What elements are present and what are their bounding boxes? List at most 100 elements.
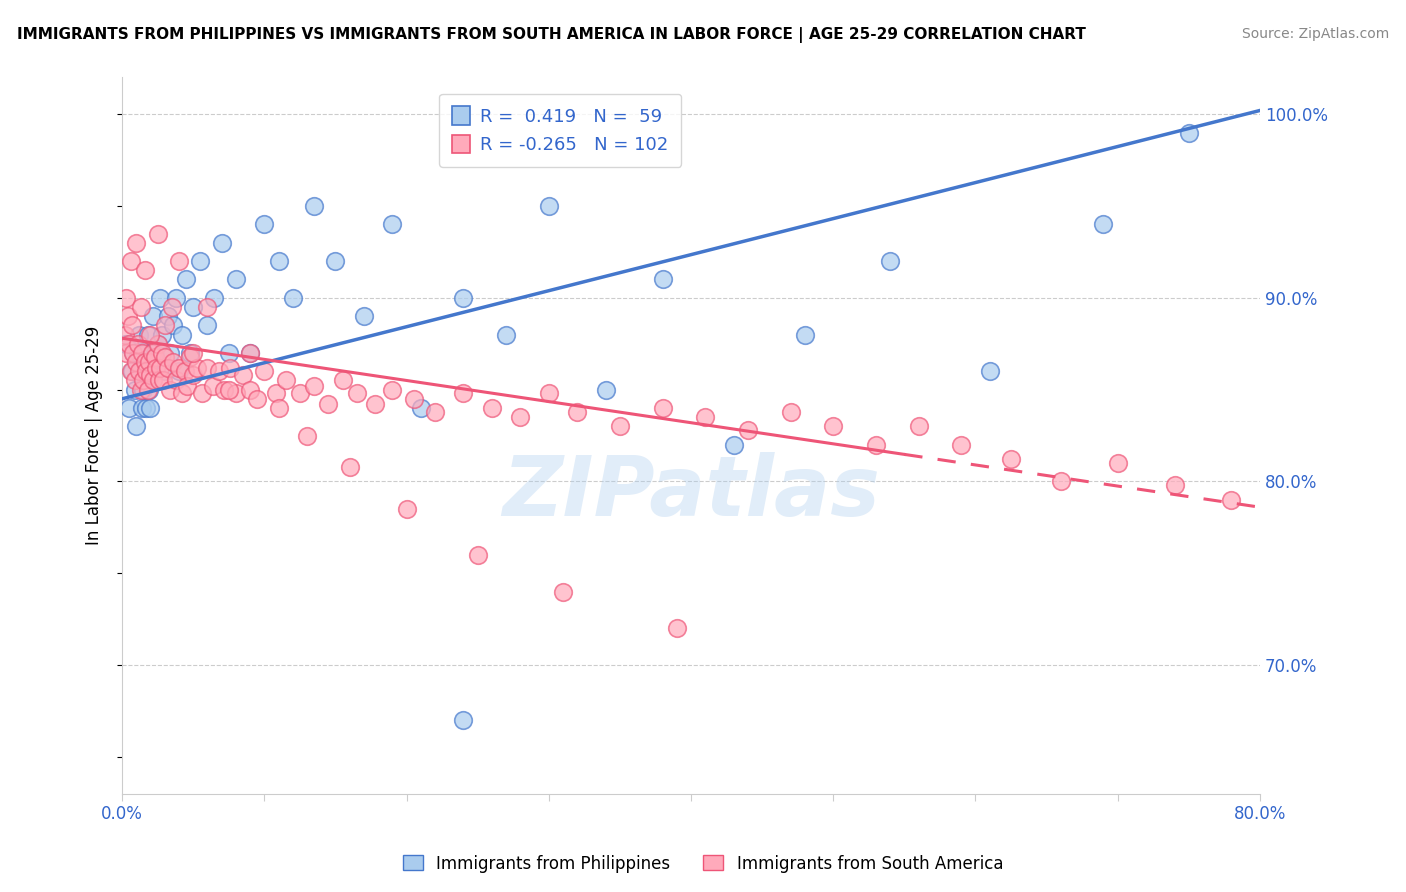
Point	[274, 374, 297, 388]
Point	[179, 350, 201, 364]
Point	[139, 368, 162, 382]
Point	[197, 360, 219, 375]
Point	[453, 386, 475, 401]
Point	[1092, 218, 1115, 232]
Point	[115, 336, 138, 351]
Point	[295, 428, 318, 442]
Point	[595, 383, 617, 397]
Point	[665, 621, 688, 635]
Point	[120, 364, 142, 378]
Point	[129, 300, 152, 314]
Point	[537, 386, 560, 401]
Point	[149, 360, 172, 375]
Point	[232, 368, 254, 382]
Point	[162, 355, 184, 369]
Point	[879, 254, 901, 268]
Point	[159, 383, 181, 397]
Point	[181, 346, 204, 360]
Point	[153, 364, 176, 378]
Point	[353, 309, 375, 323]
Point	[146, 336, 169, 351]
Text: Source: ZipAtlas.com: Source: ZipAtlas.com	[1241, 27, 1389, 41]
Point	[152, 374, 174, 388]
Point	[146, 227, 169, 241]
Legend: R =  0.419   N =  59, R = -0.265   N = 102: R = 0.419 N = 59, R = -0.265 N = 102	[439, 94, 682, 167]
Point	[135, 401, 157, 415]
Point	[129, 383, 152, 397]
Point	[381, 383, 404, 397]
Point	[204, 291, 226, 305]
Point	[823, 419, 845, 434]
Point	[143, 350, 166, 364]
Text: IMMIGRANTS FROM PHILIPPINES VS IMMIGRANTS FROM SOUTH AMERICA IN LABOR FORCE | AG: IMMIGRANTS FROM PHILIPPINES VS IMMIGRANT…	[17, 27, 1085, 43]
Point	[325, 254, 347, 268]
Point	[122, 346, 145, 360]
Point	[149, 291, 172, 305]
Point	[218, 383, 240, 397]
Point	[651, 272, 673, 286]
Point	[1107, 456, 1129, 470]
Point	[132, 383, 155, 397]
Point	[537, 199, 560, 213]
Point	[1220, 492, 1243, 507]
Point	[865, 438, 887, 452]
Point	[197, 318, 219, 333]
Point	[134, 355, 156, 369]
Point	[197, 300, 219, 314]
Point	[146, 336, 169, 351]
Point	[225, 386, 247, 401]
Point	[364, 397, 387, 411]
Point	[453, 713, 475, 727]
Point	[125, 419, 148, 434]
Point	[156, 360, 179, 375]
Point	[115, 291, 138, 305]
Point	[136, 327, 159, 342]
Point	[170, 327, 193, 342]
Point	[132, 374, 155, 388]
Point	[122, 346, 145, 360]
Point	[211, 235, 233, 250]
Text: ZIPatlas: ZIPatlas	[502, 452, 880, 533]
Point	[120, 254, 142, 268]
Point	[239, 383, 262, 397]
Point	[176, 379, 198, 393]
Point	[214, 383, 236, 397]
Point	[509, 410, 531, 425]
Point	[124, 374, 146, 388]
Point	[165, 374, 187, 388]
Point	[153, 350, 176, 364]
Point	[165, 291, 187, 305]
Point	[1163, 478, 1185, 492]
Point	[188, 254, 211, 268]
Point	[134, 263, 156, 277]
Point	[141, 346, 163, 360]
Point	[1000, 452, 1022, 467]
Point	[302, 379, 325, 393]
Point	[288, 386, 311, 401]
Point	[253, 364, 276, 378]
Point	[346, 386, 368, 401]
Point	[453, 291, 475, 305]
Point	[138, 355, 160, 369]
Point	[186, 360, 208, 375]
Point	[316, 397, 339, 411]
Point	[135, 364, 157, 378]
Point	[481, 401, 503, 415]
Point	[409, 401, 432, 415]
Point	[167, 364, 190, 378]
Point	[979, 364, 1001, 378]
Point	[551, 584, 574, 599]
Point	[267, 401, 290, 415]
Point	[121, 364, 143, 378]
Point	[174, 272, 197, 286]
Point	[131, 346, 153, 360]
Point	[153, 318, 176, 333]
Point	[219, 360, 242, 375]
Point	[134, 346, 156, 360]
Point	[202, 379, 225, 393]
Point	[170, 386, 193, 401]
Y-axis label: In Labor Force | Age 25-29: In Labor Force | Age 25-29	[86, 326, 103, 545]
Point	[159, 346, 181, 360]
Point	[1177, 126, 1199, 140]
Point	[139, 327, 162, 342]
